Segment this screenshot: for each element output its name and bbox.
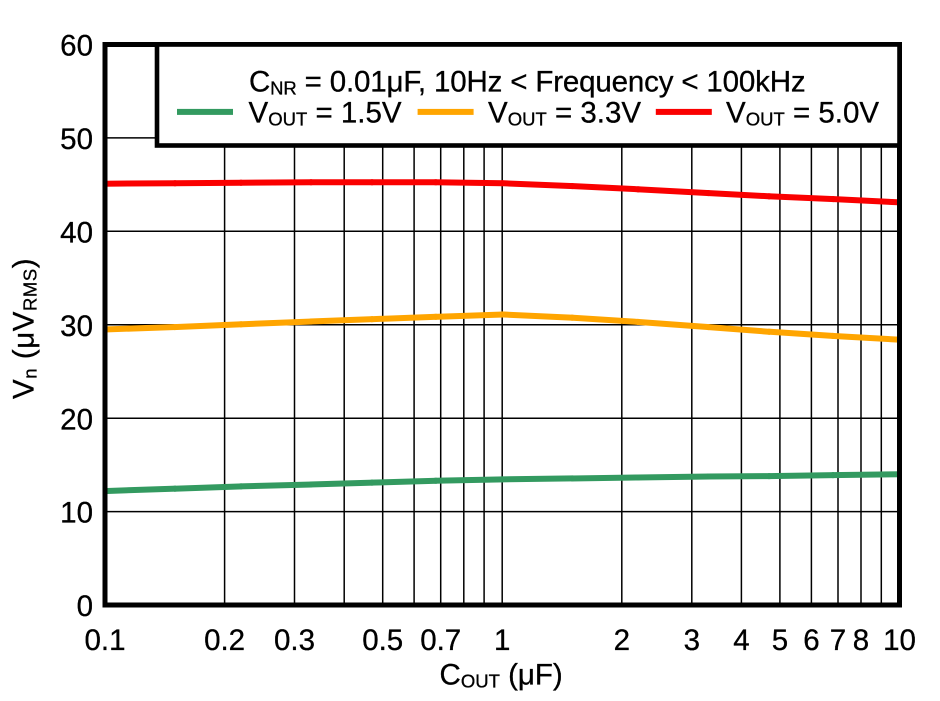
svg-text:10: 10 [60, 497, 93, 530]
svg-text:5: 5 [772, 624, 788, 657]
svg-text:CNR​ = 0.01μF, 10Hz < Frequenc: CNR​ = 0.01μF, 10Hz < Frequency < 100kHz [249, 65, 805, 98]
svg-text:10: 10 [883, 624, 916, 657]
svg-text:0.2: 0.2 [204, 624, 245, 657]
svg-text:6: 6 [803, 624, 819, 657]
svg-text:0: 0 [77, 590, 93, 623]
svg-text:1: 1 [494, 624, 510, 657]
svg-text:COUT​ (μF): COUT​ (μF) [440, 659, 563, 692]
svg-text:0.7: 0.7 [420, 624, 461, 657]
svg-text:60: 60 [60, 30, 93, 63]
svg-text:0.5: 0.5 [362, 624, 403, 657]
svg-text:VOUT​ = 1.5V: VOUT​ = 1.5V [249, 96, 402, 129]
svg-text:7: 7 [830, 624, 846, 657]
svg-text:0.3: 0.3 [274, 624, 315, 657]
svg-text:50: 50 [60, 123, 93, 156]
svg-text:30: 30 [60, 310, 93, 343]
svg-text:8: 8 [853, 624, 869, 657]
svg-text:20: 20 [60, 403, 93, 436]
svg-text:2: 2 [614, 624, 630, 657]
svg-text:40: 40 [60, 216, 93, 249]
svg-text:4: 4 [733, 624, 749, 657]
svg-text:3: 3 [684, 624, 700, 657]
svg-text:0.1: 0.1 [84, 624, 125, 657]
